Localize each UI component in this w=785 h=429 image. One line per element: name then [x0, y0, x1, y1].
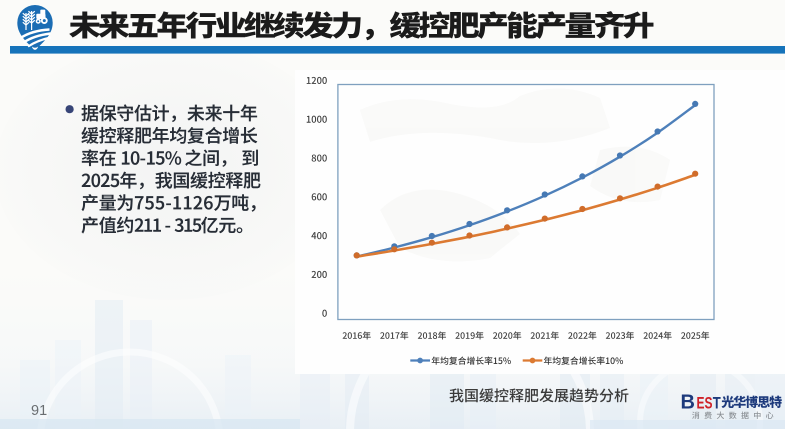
svg-text:T: T	[713, 394, 721, 412]
svg-text:ES: ES	[697, 394, 713, 412]
svg-text:B: B	[681, 392, 695, 414]
svg-text:91: 91	[31, 403, 47, 419]
